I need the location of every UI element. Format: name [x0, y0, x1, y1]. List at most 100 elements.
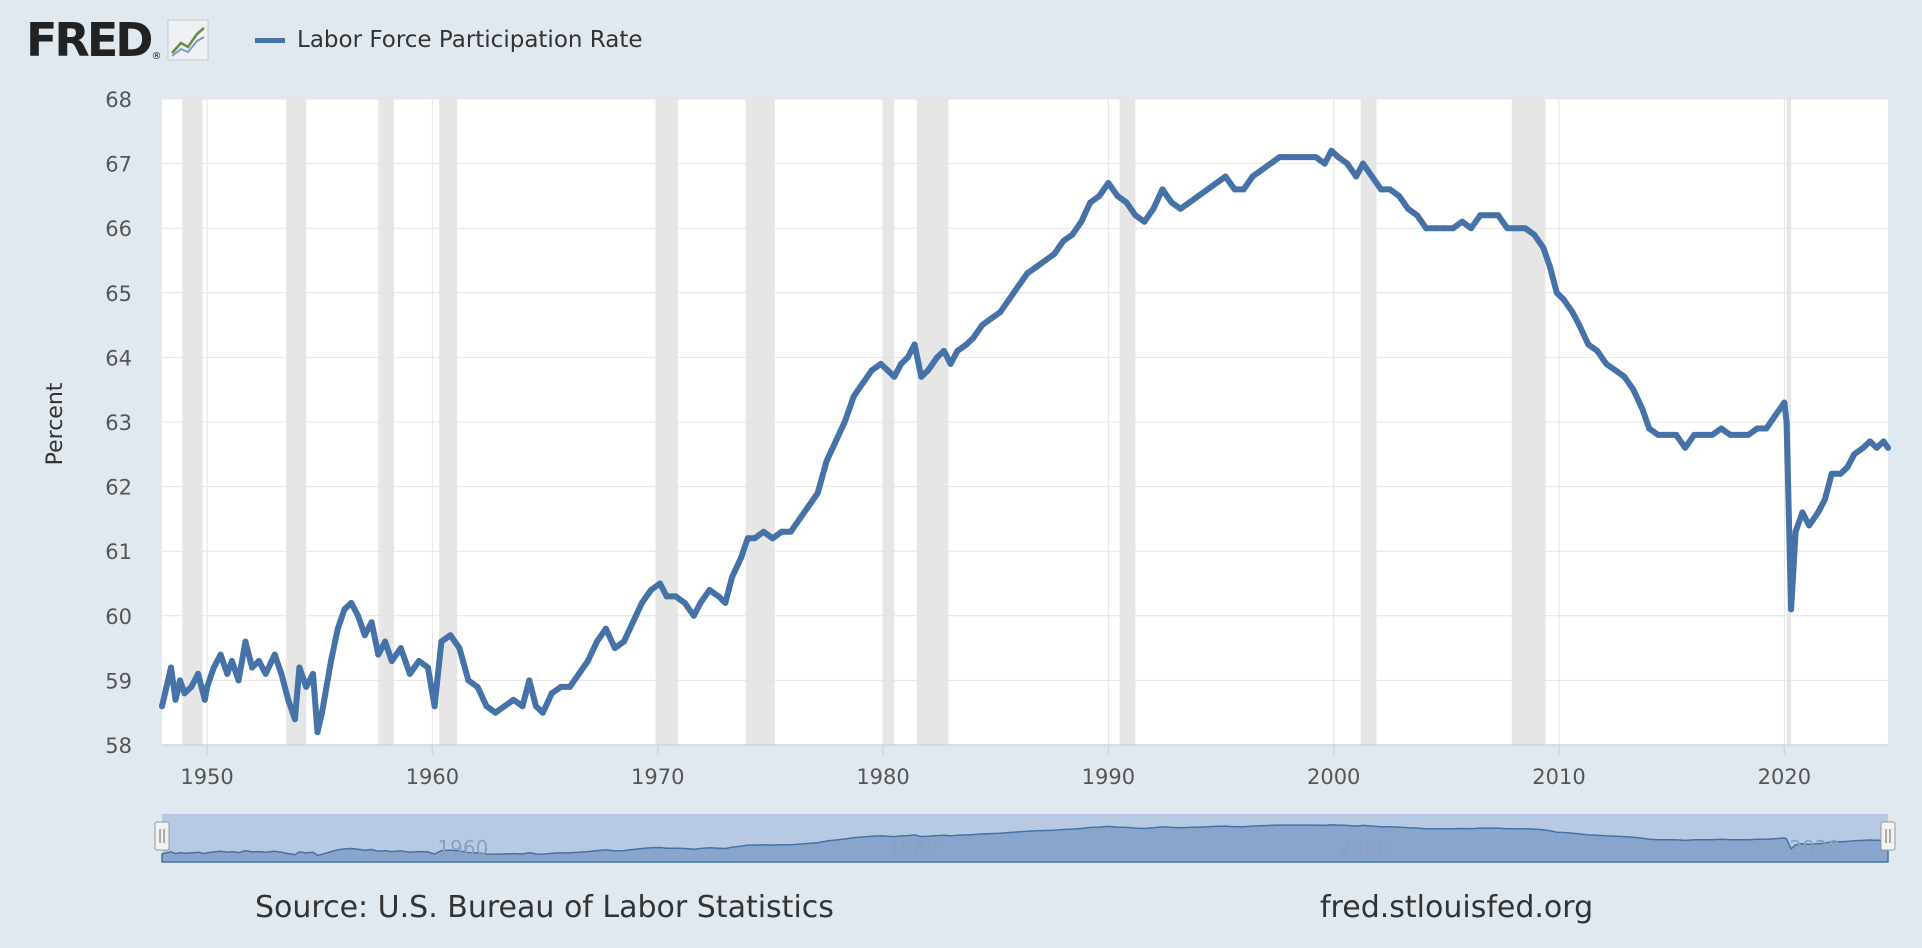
- data-point: [492, 709, 499, 716]
- data-point: [1405, 205, 1412, 212]
- navigator-label: 2000: [1339, 836, 1390, 860]
- data-point: [1788, 606, 1795, 613]
- data-point: [168, 664, 174, 671]
- data-point: [1087, 199, 1094, 206]
- data-point: [228, 658, 235, 664]
- data-point: [557, 683, 564, 690]
- data-point: [1432, 225, 1439, 232]
- data-point: [438, 638, 445, 645]
- data-point: [1815, 509, 1822, 516]
- data-point: [593, 638, 600, 645]
- data-point: [859, 380, 866, 387]
- data-point: [1078, 218, 1085, 225]
- x-tick-label: 2000: [1307, 765, 1360, 789]
- data-point: [1837, 470, 1844, 477]
- data-point: [925, 367, 932, 374]
- data-point: [1369, 173, 1375, 180]
- data-point: [548, 690, 555, 697]
- data-point: [1860, 444, 1867, 451]
- data-point: [566, 683, 573, 690]
- data-point: [1387, 186, 1393, 193]
- data-point: [898, 360, 905, 367]
- data-point: [1006, 296, 1013, 303]
- navigator-handle-left[interactable]: [154, 821, 170, 851]
- data-point: [447, 632, 454, 639]
- data-point: [663, 593, 670, 600]
- data-point: [1114, 192, 1121, 199]
- data-point: [629, 619, 636, 626]
- data-point: [1328, 147, 1335, 154]
- handle-body: [154, 821, 170, 851]
- data-point: [1745, 431, 1752, 438]
- data-point: [884, 367, 891, 374]
- data-point: [940, 347, 947, 354]
- data-point: [285, 696, 292, 703]
- data-point: [979, 322, 986, 329]
- data-point: [1168, 199, 1175, 206]
- y-axis: 58 59 60 61 62 63 64 65 66 67 68: [105, 88, 132, 758]
- data-point: [424, 664, 431, 671]
- data-point: [1204, 186, 1211, 193]
- data-point: [988, 315, 995, 322]
- data-point: [1177, 205, 1184, 212]
- navigator-label: 1980: [888, 836, 939, 860]
- data-point: [1015, 283, 1022, 290]
- fred-graph-icon: [167, 19, 209, 61]
- data-point: [1069, 231, 1076, 238]
- data-point: [355, 612, 361, 619]
- x-axis: 1950 1960 1970 1980 1990 2000 2010 2020: [162, 744, 1888, 789]
- data-point: [204, 683, 211, 690]
- data-point: [1450, 225, 1457, 232]
- data-point: [954, 347, 961, 354]
- data-point: [255, 658, 262, 664]
- data-point: [224, 670, 231, 677]
- data-point: [1495, 212, 1502, 219]
- data-point: [1096, 192, 1103, 199]
- data-point: [1396, 192, 1402, 199]
- data-point: [1267, 160, 1274, 167]
- data-point: [1258, 167, 1265, 174]
- data-point: [1123, 199, 1130, 206]
- data-point: [1664, 431, 1671, 438]
- data-point: [1621, 373, 1628, 380]
- fred-logo[interactable]: FRED ®: [26, 16, 209, 64]
- source-text: Source: U.S. Bureau of Labor Statistics: [255, 890, 834, 925]
- data-point: [1042, 257, 1049, 264]
- data-point: [1763, 425, 1770, 432]
- data-point: [1718, 425, 1725, 432]
- data-point: [904, 354, 911, 361]
- data-point: [533, 703, 539, 710]
- data-point: [1335, 154, 1342, 161]
- data-point: [814, 490, 821, 497]
- time-navigator[interactable]: 1960 1980 2000 2020: [154, 814, 1896, 863]
- data-point: [1691, 431, 1698, 438]
- data-point: [361, 632, 368, 639]
- site-url[interactable]: fred.stlouisfed.org: [1320, 890, 1594, 925]
- data-point: [310, 670, 316, 677]
- data-point: [1468, 225, 1475, 232]
- navigator-label: 2020: [1789, 836, 1840, 860]
- y-tick-label: 67: [105, 153, 132, 177]
- data-point: [1781, 399, 1788, 406]
- x-tick-label: 1950: [180, 765, 233, 789]
- data-point: [1486, 212, 1493, 219]
- data-point: [303, 683, 310, 690]
- data-point: [744, 535, 751, 542]
- data-point: [602, 625, 609, 632]
- navigator-handle-right[interactable]: [1880, 821, 1896, 851]
- chart-legend[interactable]: Labor Force Participation Rate: [255, 22, 643, 58]
- data-point: [510, 696, 517, 703]
- handle-body: [1880, 821, 1896, 851]
- data-point: [1024, 270, 1031, 277]
- data-point: [1585, 341, 1592, 348]
- data-point: [787, 528, 794, 535]
- data-point: [1603, 360, 1610, 367]
- data-point: [397, 645, 404, 652]
- data-point: [431, 703, 438, 710]
- data-point: [715, 593, 722, 600]
- data-point: [1576, 322, 1583, 329]
- data-point: [672, 593, 679, 600]
- data-point: [1060, 238, 1067, 245]
- data-point: [348, 599, 355, 606]
